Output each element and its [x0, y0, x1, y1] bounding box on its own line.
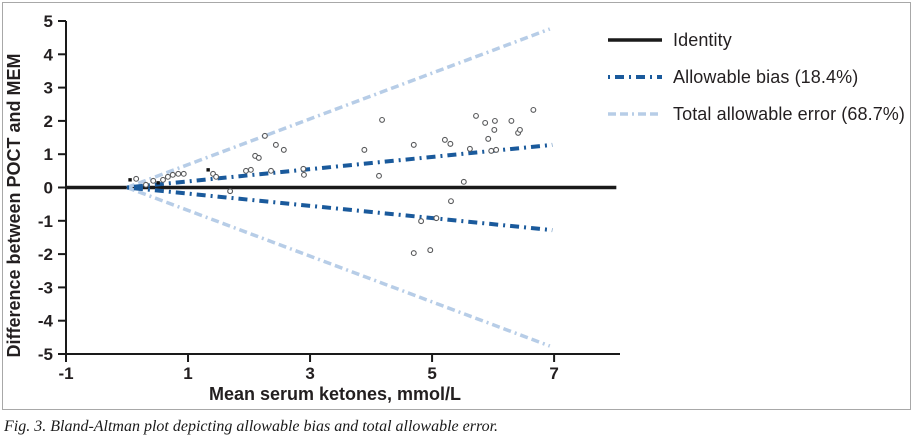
- x-tick-label: 7: [549, 364, 558, 383]
- legend-item-allowable-bias: Allowable bias (18.4%): [607, 67, 905, 87]
- data-point: [213, 173, 220, 180]
- data-point: [301, 171, 307, 178]
- total-allowable-error-line-swatch: [608, 112, 662, 116]
- data-point: [247, 166, 254, 173]
- data-point: [427, 247, 434, 254]
- legend-label-allowable-bias: Allowable bias (18.4%): [673, 67, 859, 87]
- data-point: [516, 126, 523, 133]
- data-point: [376, 172, 382, 179]
- data-point-filled: [156, 181, 160, 185]
- data-point: [485, 135, 492, 142]
- total-allowable-error-upper-line: [126, 27, 551, 190]
- allowable-bias-upper-line: [126, 142, 553, 190]
- data-point: [164, 173, 171, 180]
- data-point: [169, 171, 176, 178]
- y-tick-label: -2: [38, 245, 53, 264]
- data-point: [361, 146, 368, 153]
- y-tick-label: 1: [44, 145, 53, 164]
- data-point: [508, 117, 515, 124]
- identity-line-swatch: [608, 38, 662, 42]
- y-tick-label: 4: [44, 45, 54, 64]
- x-tick-label: 5: [427, 364, 436, 383]
- total-allowable-error-lower-line: [126, 185, 551, 348]
- figure-caption: Fig. 3. Bland-Altman plot depicting allo…: [4, 418, 499, 435]
- x-tick-label: 1: [183, 364, 192, 383]
- legend-label-total-allowable-error: Total allowable error (68.7%): [673, 104, 906, 124]
- y-tick-label: -5: [38, 345, 53, 364]
- allowable-bias-lower-line: [126, 185, 553, 233]
- data-point: [491, 126, 498, 133]
- data-point: [255, 154, 262, 161]
- y-tick-label: 0: [44, 179, 53, 198]
- data-point: [243, 167, 249, 174]
- y-tick-label: 3: [44, 79, 53, 98]
- data-point: [488, 147, 495, 154]
- x-tick-label: 3: [305, 364, 314, 383]
- data-point: [448, 198, 454, 205]
- data-point: [473, 112, 479, 119]
- data-point: [175, 170, 182, 177]
- x-axis-title: Mean serum ketones, mmol/L: [209, 384, 461, 404]
- data-point: [482, 119, 489, 126]
- data-point: [133, 175, 140, 182]
- data-point: [410, 141, 417, 148]
- chart-legend: Identity Allowable bias (18.4%) Total al…: [607, 30, 905, 124]
- bland-altman-plot: -5 -4 -3 -2 -1 0 1 2 3 4 5 -1 1 3 5 7 Mean serum ketones…: [4, 12, 620, 404]
- data-point: [433, 215, 440, 222]
- legend-item-identity: Identity: [607, 30, 905, 50]
- data-point: [272, 141, 279, 148]
- data-point: [280, 146, 287, 153]
- data-point: [160, 176, 166, 183]
- data-point: [261, 132, 268, 139]
- figure-border-box: -5 -4 -3 -2 -1 0 1 2 3 4 5 -1 1 3 5 7 Mean serum ketones…: [2, 2, 911, 410]
- data-point: [460, 178, 467, 185]
- data-point: [493, 146, 500, 153]
- data-point: [150, 177, 157, 184]
- data-point-filled: [128, 178, 132, 182]
- allowable-bias-line-swatch: [608, 75, 662, 79]
- y-tick-label: -1: [38, 212, 53, 231]
- data-point: [227, 188, 234, 195]
- data-point: [268, 167, 274, 174]
- y-tick-label: -4: [38, 312, 54, 331]
- data-point: [441, 136, 448, 143]
- x-tick-label: -1: [58, 364, 73, 383]
- data-point: [530, 106, 537, 113]
- legend-item-total-allowable-error: Total allowable error (68.7%): [607, 104, 905, 124]
- data-point: [410, 250, 417, 257]
- data-point: [300, 165, 307, 172]
- y-tick-label: 5: [44, 12, 53, 31]
- data-point: [447, 140, 454, 147]
- data-point: [379, 116, 385, 123]
- legend-label-identity: Identity: [673, 30, 732, 50]
- data-point: [466, 145, 473, 152]
- data-point: [418, 218, 425, 225]
- data-point: [491, 117, 498, 124]
- data-point: [142, 181, 149, 188]
- y-tick-label: -3: [38, 278, 53, 297]
- y-tick-label: 2: [44, 112, 53, 131]
- data-point: [180, 170, 187, 177]
- data-point-filled: [206, 168, 210, 172]
- y-axis-title: Difference between POCT and MEM: [4, 53, 24, 357]
